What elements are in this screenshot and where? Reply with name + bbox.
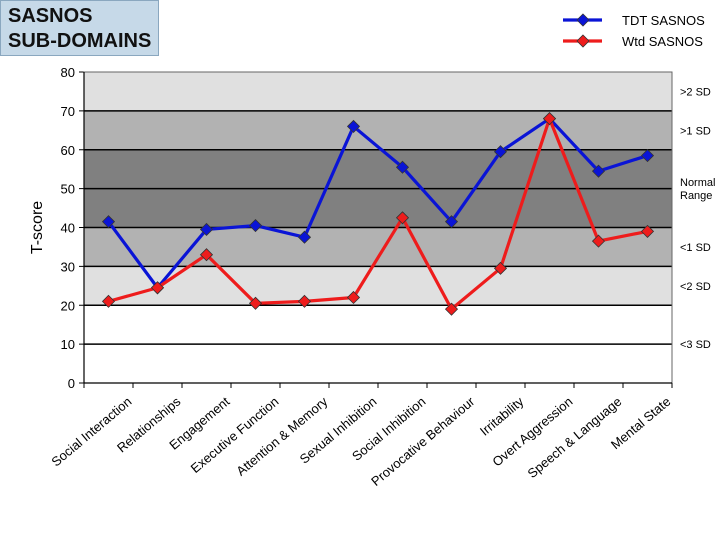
legend-label-tdt-sasnos: TDT SASNOS <box>622 13 705 28</box>
point-wtd-sasnos-engagement <box>199 248 214 262</box>
y-tick-label-20: 20 <box>61 298 75 313</box>
point-wtd-sasnos-mental-state <box>640 224 655 238</box>
point-tdt-sasnos-engagement <box>199 222 214 237</box>
band-label-1-sd: <1 SD <box>680 242 711 254</box>
point-wtd-sasnos-relationships <box>150 281 165 295</box>
point-tdt-sasnos-provocative-behaviour <box>444 215 459 229</box>
point-wtd-sasnos-social-inhibition <box>395 211 410 225</box>
band-5 <box>84 72 672 111</box>
y-tick-label-70: 70 <box>61 104 75 119</box>
point-wtd-sasnos-overt-aggression <box>542 112 557 126</box>
legend-marker-tdt-sasnos <box>576 13 590 27</box>
point-tdt-sasnos-attention-and-memory <box>297 230 312 244</box>
y-tick-label-30: 30 <box>61 259 75 274</box>
y-tick-label-80: 80 <box>61 65 75 80</box>
point-tdt-sasnos-social-inhibition <box>395 160 410 174</box>
band-label-normal-range: Normal Range <box>680 177 715 202</box>
point-tdt-sasnos-sexual-inhibition <box>346 119 361 133</box>
band-label-group: >2 SD >1 SD Normal Range <1 SD <2 SD <3 SD <box>680 86 715 351</box>
band-4 <box>84 110 672 150</box>
axes-group <box>83 71 673 388</box>
x-tick-label-speech-and-language: Speech & Language <box>525 394 625 481</box>
y-tick-label-60: 60 <box>61 143 75 158</box>
series-line-tdt-sasnos <box>107 117 648 290</box>
point-tdt-sasnos-irritability <box>493 145 508 159</box>
series-wtd-sasnos <box>101 112 655 316</box>
x-tick-label-executive-function: Executive Function <box>188 394 282 476</box>
band-label-2-sd: >2 SD <box>680 86 711 98</box>
gridline-group <box>79 71 672 384</box>
series-line-wtd-sasnos <box>108 117 648 311</box>
point-wtd-sasnos-sexual-inhibition <box>346 290 361 305</box>
band-label-2-sd: <2 SD <box>680 281 711 293</box>
point-wtd-sasnos-irritability <box>493 261 508 275</box>
point-wtd-sasnos-executive-function <box>248 296 263 310</box>
y-tick-label-0: 0 <box>68 376 75 391</box>
point-wtd-sasnos-provocative-behaviour <box>444 302 459 316</box>
y-tick-label-40: 40 <box>61 221 75 236</box>
chart-title-line1: SASNOS <box>8 5 93 27</box>
point-tdt-sasnos-mental-state <box>640 149 655 163</box>
series-group <box>101 112 655 316</box>
point-wtd-sasnos-social-interaction <box>101 294 116 308</box>
y-tick-label-50: 50 <box>61 182 75 197</box>
legend-marker-wtd-sasnos <box>576 34 590 48</box>
x-tick-label-social-interaction: Social Interaction <box>48 394 134 470</box>
point-tdt-sasnos-executive-function <box>248 218 263 233</box>
chart-title-box: SASNOS SUB-DOMAINS <box>0 0 159 56</box>
legend-label-wtd-sasnos: Wtd SASNOS <box>622 34 703 49</box>
point-wtd-sasnos-attention-and-memory <box>297 294 312 308</box>
y-axis-label: T-score <box>29 201 46 254</box>
legend-item-wtd-sasnos: Wtd SASNOS <box>563 34 703 49</box>
band-label-3-sd: <3 SD <box>680 339 711 351</box>
band-label-1-sd: >1 SD <box>680 125 711 137</box>
point-tdt-sasnos-speech-and-language <box>591 164 606 178</box>
point-wtd-sasnos-speech-and-language <box>591 234 606 248</box>
x-tick-label-attention-and-memory: Attention & Memory <box>233 393 330 478</box>
y-tick-label-10: 10 <box>61 337 75 352</box>
chart-title-line2: SUB-DOMAINS <box>8 30 152 52</box>
legend-item-tdt-sasnos: TDT SASNOS <box>563 13 705 28</box>
legend: TDT SASNOS Wtd SASNOS <box>563 13 705 49</box>
point-tdt-sasnos-social-interaction <box>101 215 116 229</box>
